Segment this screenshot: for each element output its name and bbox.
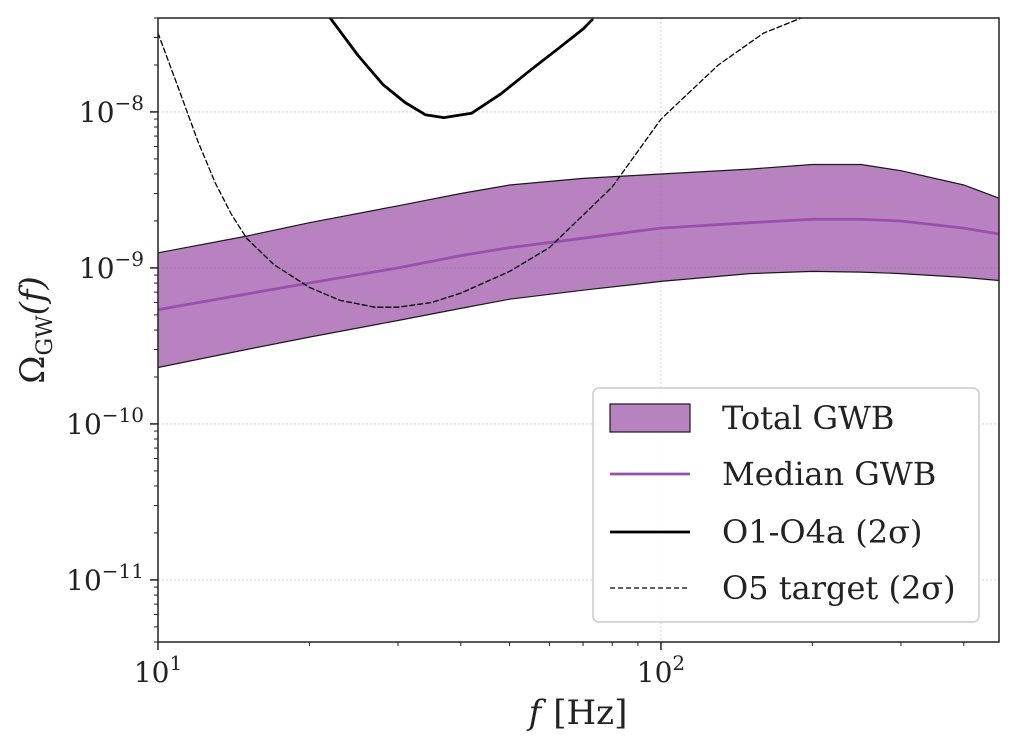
y-tick-label: 10−11 (66, 559, 144, 597)
legend: Total GWB Median GWB O1-O4a (2σ) O5 target … (592, 387, 980, 623)
legend-frame (592, 387, 980, 623)
total-gwb-lower-edge (158, 270, 999, 369)
x-tick-label: 102 (637, 651, 685, 689)
y-axis-label: ΩGW(f) (13, 276, 58, 384)
median-gwb-line (158, 217, 999, 312)
legend-label: Total GWB (722, 399, 894, 437)
o1-o4a-line (328, 18, 594, 119)
x-tick-label: 101 (134, 651, 182, 689)
o5-target-line (158, 18, 802, 308)
total-gwb-band (158, 164, 999, 368)
plot-area (158, 18, 999, 369)
legend-label: O5 target (2σ) (722, 569, 956, 607)
x-axis-label: f [Hz] (526, 693, 628, 733)
y-tick-label: 10−10 (66, 403, 144, 441)
legend-label: O1-O4a (2σ) (722, 513, 922, 551)
total-gwb-upper-edge (158, 163, 999, 254)
ticks: 101 102 10−8 10−9 10−10 10−11 (66, 17, 965, 689)
legend-label: Median GWB (722, 455, 936, 493)
y-tick-label: 10−8 (79, 91, 144, 129)
legend-swatch-total (609, 403, 691, 433)
y-tick-label: 10−9 (79, 247, 144, 285)
